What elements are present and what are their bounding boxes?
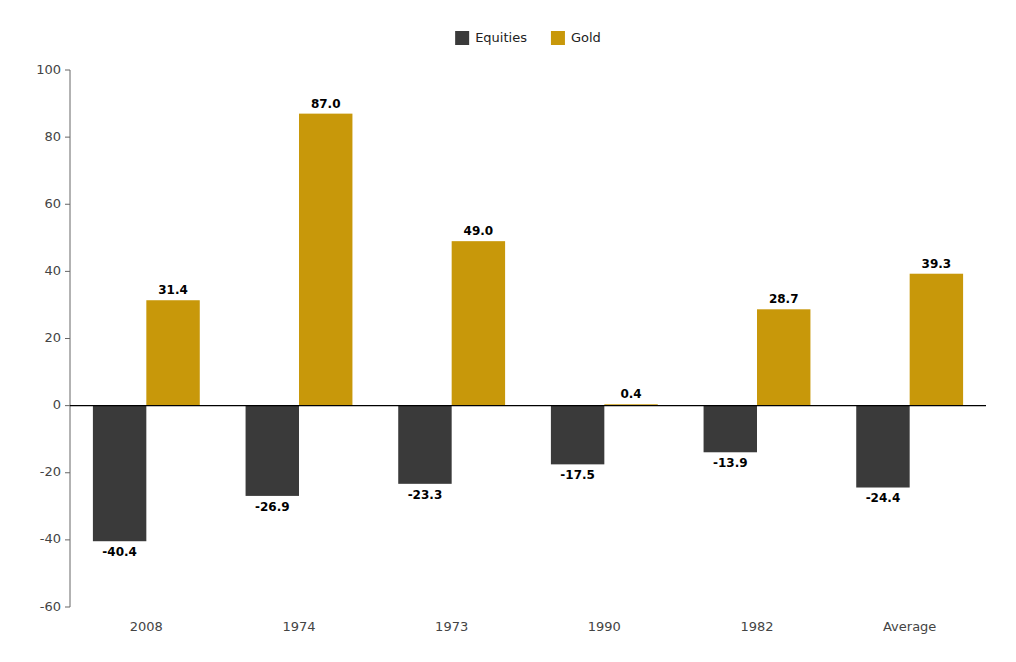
y-axis: -60 -40 -20 0 20 40 60 80 100 xyxy=(36,62,70,614)
x-tick-label: 1973 xyxy=(435,619,468,634)
bar xyxy=(910,274,963,406)
data-label: -24.4 xyxy=(866,491,901,505)
y-tick xyxy=(65,137,70,138)
bar xyxy=(452,241,505,405)
legend-item: Equities xyxy=(455,30,527,46)
data-label: -40.4 xyxy=(102,545,137,559)
y-axis-line xyxy=(70,70,71,607)
y-tick xyxy=(65,405,70,406)
y-tick xyxy=(65,204,70,205)
legend-label: Gold xyxy=(571,30,601,45)
y-tick xyxy=(65,607,70,608)
x-axis: 2008 1974 1973 1990 1982 Average xyxy=(130,619,937,634)
y-tick-label: 80 xyxy=(44,129,61,144)
y-tick-label: -60 xyxy=(40,599,61,614)
x-tick-label: 2008 xyxy=(130,619,163,634)
bar xyxy=(146,300,199,405)
bar xyxy=(398,406,451,484)
bar xyxy=(93,406,146,542)
data-label: 0.4 xyxy=(620,387,641,401)
bar xyxy=(551,406,604,465)
data-label: -26.9 xyxy=(255,500,290,514)
y-tick-label: 0 xyxy=(53,397,61,412)
bar xyxy=(856,406,909,488)
x-tick-label: 1982 xyxy=(740,619,773,634)
bar xyxy=(299,114,352,406)
y-tick xyxy=(65,338,70,339)
legend-item: Gold xyxy=(551,30,601,46)
data-label: 49.0 xyxy=(464,224,494,238)
legend-swatch xyxy=(455,31,469,45)
y-tick-label: 40 xyxy=(44,263,61,278)
bars xyxy=(93,114,963,542)
y-tick-label: -20 xyxy=(40,464,61,479)
data-label: -17.5 xyxy=(560,468,595,482)
y-tick xyxy=(65,472,70,473)
y-tick xyxy=(65,70,70,71)
data-label: -13.9 xyxy=(713,456,748,470)
chart-container: -60 -40 -20 0 20 40 60 80 100 -40.4 -26.9 -23.3 -17.… xyxy=(0,0,1016,662)
y-tick xyxy=(65,271,70,272)
data-label: 31.4 xyxy=(158,283,188,297)
data-label: 39.3 xyxy=(922,257,952,271)
data-label: -23.3 xyxy=(408,488,443,502)
data-label: 87.0 xyxy=(311,97,341,111)
bar xyxy=(704,406,757,453)
bar xyxy=(246,406,299,496)
zero-line xyxy=(70,405,986,406)
legend-swatch xyxy=(551,31,565,45)
y-tick-label: 100 xyxy=(36,62,61,77)
data-label: 28.7 xyxy=(769,292,799,306)
y-tick xyxy=(65,539,70,540)
x-tick-label: 1974 xyxy=(282,619,315,634)
y-tick-label: 60 xyxy=(44,196,61,211)
chart-svg: -60 -40 -20 0 20 40 60 80 100 -40.4 -26.9 -23.3 -17.… xyxy=(0,0,1016,662)
data-labels: -40.4 -26.9 -23.3 -17.5 -13.9 -24.4 31.4 87.0 49… xyxy=(102,97,951,559)
x-tick-label: 1990 xyxy=(588,619,621,634)
legend-label: Equities xyxy=(475,30,527,45)
y-tick-label: 20 xyxy=(44,330,61,345)
y-tick-label: -40 xyxy=(40,531,61,546)
legend: Equities Gold xyxy=(455,30,601,46)
x-tick-label: Average xyxy=(883,619,936,634)
bar xyxy=(757,309,810,405)
